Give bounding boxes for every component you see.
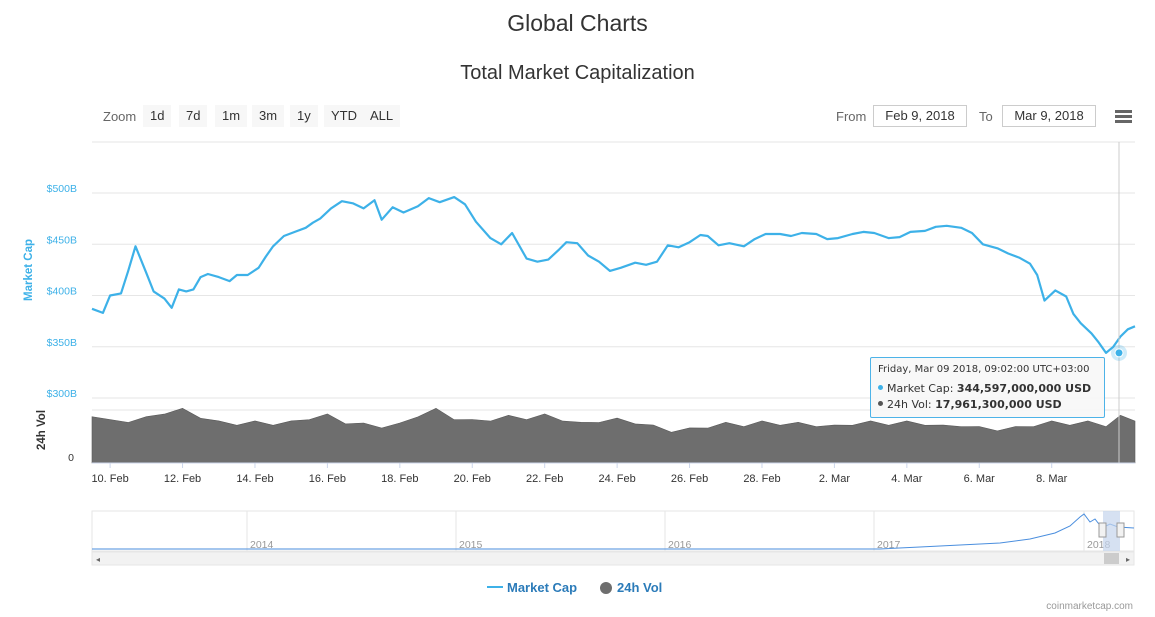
scrollbar-thumb xyxy=(1104,553,1119,564)
tooltip-market-cap-label: Market Cap: xyxy=(887,382,954,395)
x-tick-label: 6. Mar xyxy=(964,473,996,485)
x-tick-label: 8. Mar xyxy=(1036,473,1068,485)
navigator-selection xyxy=(1103,511,1120,551)
to-label: To xyxy=(979,109,993,124)
navigator-handle-left xyxy=(1098,522,1107,538)
y-tick-label: $400B xyxy=(47,286,77,298)
data-tooltip: Friday, Mar 09 2018, 09:02:00 UTC+03:00 … xyxy=(870,357,1105,418)
market-cap-legend-line-icon xyxy=(487,586,503,588)
navigator-tick-label: 2015 xyxy=(459,539,483,551)
x-tick-label: 4. Mar xyxy=(891,473,923,485)
navigator-tick-label: 2016 xyxy=(668,539,692,551)
tooltip-market-cap-row: Market Cap: 344,597,000,000 USD xyxy=(878,382,1091,395)
chart-title: Total Market Capitalization xyxy=(460,62,695,84)
tooltip-market-cap-value: 344,597,000,000 USD xyxy=(956,382,1092,395)
navigator-tick-label: 2014 xyxy=(250,539,274,551)
credit-link[interactable]: coinmarketcap.com xyxy=(1046,601,1133,612)
legend-item-24h-vol[interactable]: 24h Vol xyxy=(600,580,662,595)
from-date-input[interactable]: Feb 9, 2018 xyxy=(873,105,967,127)
x-tick-label: 22. Feb xyxy=(526,473,563,485)
legend-item-market-cap[interactable]: Market Cap xyxy=(487,580,577,595)
x-tick-label: 18. Feb xyxy=(381,473,418,485)
zoom-button-all[interactable]: ALL xyxy=(363,105,401,127)
tooltip-vol-row: 24h Vol: 17,961,300,000 USD xyxy=(878,398,1062,411)
volume-dot-icon xyxy=(878,401,883,406)
scroll-right-arrow-icon: ▸ xyxy=(1126,555,1130,564)
zoom-button-1d[interactable]: 1d xyxy=(143,105,172,127)
x-tick-label: 16. Feb xyxy=(309,473,346,485)
navigator-handle-right xyxy=(1116,522,1125,538)
tooltip-vol-label: 24h Vol: xyxy=(887,398,932,411)
zoom-label: Zoom xyxy=(103,109,137,124)
zoom-button-ytd[interactable]: YTD xyxy=(324,105,364,127)
market-cap-line xyxy=(91,196,1136,354)
page-title: Global Charts xyxy=(507,10,648,36)
volume-area xyxy=(91,407,1136,464)
x-tick-label: 2. Mar xyxy=(819,473,851,485)
zoom-button-1m[interactable]: 1m xyxy=(215,105,248,127)
legend-market-cap-label: Market Cap xyxy=(507,580,578,595)
y-axis-title: Market Cap xyxy=(23,239,35,301)
zoom-button-1y[interactable]: 1y xyxy=(290,105,318,127)
y-tick-label: $300B xyxy=(47,388,77,400)
x-tick-label: 10. Feb xyxy=(91,473,128,485)
volume-legend-circle-icon xyxy=(600,582,612,594)
hamburger-menu-icon[interactable] xyxy=(1115,110,1132,124)
x-tick-label: 24. Feb xyxy=(598,473,635,485)
x-tick-label: 14. Feb xyxy=(236,473,273,485)
tooltip-vol-value: 17,961,300,000 USD xyxy=(935,398,1062,411)
scroll-left-arrow-icon: ◂ xyxy=(96,555,100,564)
market-cap-dot-icon xyxy=(878,385,883,390)
y-tick-label: $500B xyxy=(47,183,77,195)
x-tick-label: 12. Feb xyxy=(164,473,201,485)
navigator-scrollbar xyxy=(91,551,1135,566)
y2-axis-title: 24h Vol xyxy=(36,410,48,450)
zoom-button-7d[interactable]: 7d xyxy=(179,105,208,127)
x-tick-label: 26. Feb xyxy=(671,473,708,485)
y-tick-label: $350B xyxy=(47,337,77,349)
y-tick-label: $450B xyxy=(47,234,77,246)
navigator-frame xyxy=(91,510,1135,552)
to-date-input[interactable]: Mar 9, 2018 xyxy=(1002,105,1096,127)
tooltip-date: Friday, Mar 09 2018, 09:02:00 UTC+03:00 xyxy=(878,364,1090,375)
y2-tick-label: 0 xyxy=(68,452,74,464)
hover-point xyxy=(1114,348,1124,358)
legend-24h-vol-label: 24h Vol xyxy=(617,580,663,595)
x-tick-label: 20. Feb xyxy=(454,473,491,485)
zoom-button-3m[interactable]: 3m xyxy=(252,105,285,127)
x-tick-label: 28. Feb xyxy=(743,473,780,485)
from-label: From xyxy=(836,109,867,124)
